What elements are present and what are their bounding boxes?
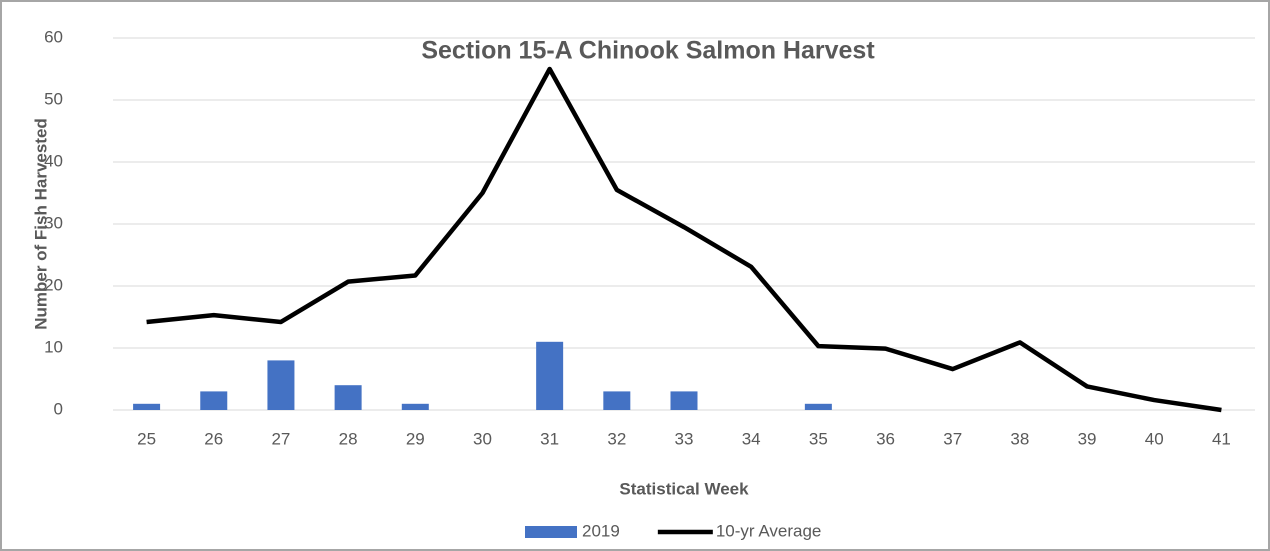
x-tick-label: 37 bbox=[943, 429, 962, 448]
x-tick-label: 36 bbox=[876, 429, 895, 448]
bar bbox=[804, 403, 832, 410]
x-tick-label: 39 bbox=[1078, 429, 1097, 448]
chart-title: Section 15-A Chinook Salmon Harvest bbox=[421, 37, 875, 65]
x-tick-label: 25 bbox=[137, 429, 156, 448]
bar bbox=[267, 360, 295, 410]
y-tick-label: 60 bbox=[44, 27, 63, 46]
x-tick-label: 40 bbox=[1145, 429, 1164, 448]
y-axis-label: Number of Fish Harvested bbox=[31, 118, 50, 330]
bar bbox=[536, 341, 564, 410]
x-tick-label: 34 bbox=[742, 429, 761, 448]
bar bbox=[200, 391, 228, 410]
x-tick-label: 41 bbox=[1212, 429, 1231, 448]
y-tick-label: 40 bbox=[44, 151, 63, 170]
y-tick-label: 10 bbox=[44, 337, 63, 356]
bar bbox=[334, 385, 362, 410]
x-tick-label: 28 bbox=[339, 429, 358, 448]
x-tick-label: 26 bbox=[204, 429, 223, 448]
y-tick-label: 50 bbox=[44, 89, 63, 108]
y-tick-label: 20 bbox=[44, 275, 63, 294]
bar bbox=[603, 391, 631, 410]
x-tick-label: 30 bbox=[473, 429, 492, 448]
bar bbox=[401, 403, 429, 410]
legend-label: 10-yr Average bbox=[716, 521, 822, 540]
x-tick-label: 35 bbox=[809, 429, 828, 448]
x-tick-label: 29 bbox=[406, 429, 425, 448]
legend-label: 2019 bbox=[582, 521, 620, 540]
bar bbox=[133, 403, 161, 410]
x-tick-label: 31 bbox=[540, 429, 559, 448]
x-tick-label: 32 bbox=[607, 429, 626, 448]
x-tick-label: 27 bbox=[271, 429, 290, 448]
x-axis-label: Statistical Week bbox=[619, 479, 749, 498]
legend-swatch bbox=[525, 526, 577, 538]
bar bbox=[670, 391, 698, 410]
y-tick-label: 0 bbox=[54, 399, 63, 418]
x-tick-label: 38 bbox=[1010, 429, 1029, 448]
line bbox=[146, 66, 1222, 413]
y-tick-label: 30 bbox=[44, 213, 63, 232]
x-tick-label: 33 bbox=[675, 429, 694, 448]
